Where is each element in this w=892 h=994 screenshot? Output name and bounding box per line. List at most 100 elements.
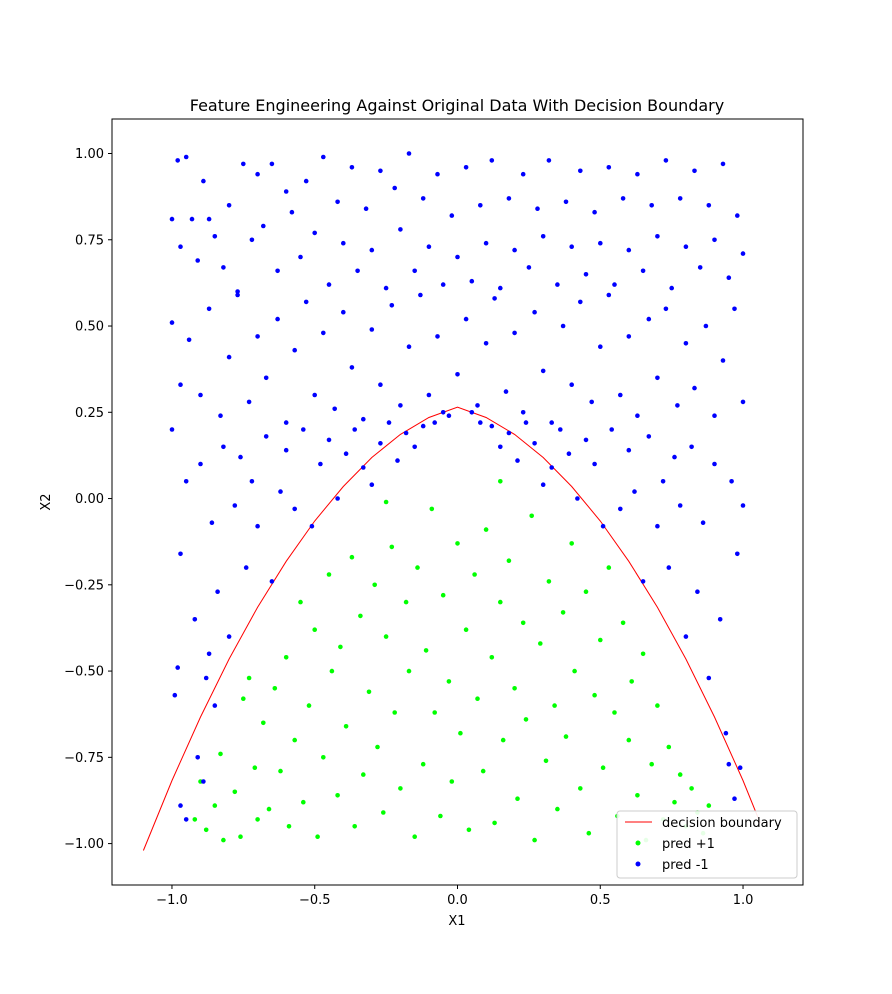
pred-minus-point <box>649 203 654 208</box>
pred-plus-point <box>246 675 252 681</box>
pred-plus-point <box>238 834 243 839</box>
pred-minus-point <box>175 665 180 670</box>
axes-frame <box>111 118 804 886</box>
pred-minus-point <box>198 461 203 467</box>
pred-minus-point <box>526 265 532 270</box>
pred-minus-point <box>206 651 212 657</box>
pred-minus-point <box>469 278 475 284</box>
pred-minus-point <box>569 382 574 388</box>
pred-minus-point <box>463 316 469 322</box>
pred-minus-point <box>635 413 640 419</box>
pred-minus-point <box>717 617 723 622</box>
legend-label-decision-boundary: decision boundary <box>662 816 782 831</box>
pred-minus-point <box>740 251 746 256</box>
pred-plus-point <box>306 703 312 708</box>
chart-title: Feature Engineering Against Original Dat… <box>190 96 724 115</box>
pred-minus-point <box>212 234 218 239</box>
pred-minus-point <box>626 247 632 253</box>
decision-boundary-line <box>142 406 761 851</box>
pred-minus-point <box>512 247 517 253</box>
pred-minus-point <box>218 413 223 419</box>
pred-minus-point <box>489 423 495 429</box>
pred-plus-point <box>315 834 320 839</box>
pred-plus-point <box>655 703 660 708</box>
pred-plus-point <box>606 565 612 570</box>
pred-plus-point <box>689 786 694 791</box>
pred-plus-point <box>301 799 306 805</box>
pred-minus-point <box>198 392 203 398</box>
pred-minus-point <box>697 265 703 270</box>
pred-minus-point <box>226 354 232 360</box>
pred-minus-point <box>435 334 440 339</box>
pred-minus-point <box>606 165 612 170</box>
pred-minus-point <box>386 420 392 425</box>
pred-minus-point <box>503 389 509 394</box>
pred-minus-point <box>221 444 226 450</box>
pred-plus-point <box>492 820 497 826</box>
pred-plus-point <box>352 824 358 829</box>
pred-plus-point <box>278 768 283 774</box>
pred-minus-point <box>583 272 589 277</box>
pred-plus-point <box>552 703 557 708</box>
pred-minus-point <box>169 216 175 222</box>
pred-minus-point <box>646 434 652 439</box>
pred-plus-point <box>466 827 472 833</box>
pred-minus-point <box>578 168 583 174</box>
pred-minus-point <box>352 427 358 432</box>
pred-minus-point <box>420 423 426 429</box>
pred-minus-point <box>566 451 572 457</box>
pred-minus-point <box>592 461 597 467</box>
pred-minus-point <box>378 168 383 174</box>
pred-plus-point <box>312 627 318 632</box>
pred-minus-point <box>183 479 189 484</box>
pred-minus-point <box>432 420 438 425</box>
pred-minus-point <box>263 375 269 381</box>
pred-minus-point <box>626 447 632 453</box>
pred-minus-point <box>403 430 409 436</box>
pred-minus-point <box>341 309 346 315</box>
pred-minus-point <box>406 344 412 350</box>
legend-label-pred-minus: pred -1 <box>662 858 709 873</box>
pred-plus-point <box>272 686 278 691</box>
pred-minus-point <box>449 213 455 218</box>
pred-minus-point <box>478 420 483 425</box>
pred-minus-point <box>175 158 180 163</box>
pred-minus-point <box>498 285 503 291</box>
pred-plus-point <box>429 506 435 512</box>
pred-minus-point <box>540 234 546 239</box>
pred-minus-point <box>598 240 603 246</box>
pred-minus-point <box>549 465 554 470</box>
legend-label-pred-plus: pred +1 <box>662 837 715 852</box>
pred-minus-point <box>235 292 240 298</box>
pred-minus-point <box>546 158 552 163</box>
pred-plus-point <box>361 772 366 777</box>
legend-blue-marker <box>635 861 641 867</box>
pred-plus-point <box>349 554 355 560</box>
pred-plus-point <box>389 544 395 550</box>
pred-minus-point <box>535 206 540 211</box>
pred-plus-point <box>626 737 632 743</box>
pred-minus-point <box>703 323 709 329</box>
pred-minus-point <box>740 399 746 405</box>
pred-plus-point <box>406 668 412 674</box>
pred-plus-point <box>372 582 378 588</box>
x-tick-label: 0.0 <box>447 893 468 908</box>
pred-minus-point <box>549 420 554 425</box>
y-axis: −1.00 −0.75 −0.50 −0.25 0.00 0.25 0.50 0.75 1.00 <box>64 147 112 852</box>
pred-plus-point <box>592 692 597 698</box>
pred-minus-point <box>446 413 452 419</box>
pred-minus-point <box>683 634 689 639</box>
pred-minus-point <box>349 165 355 170</box>
pred-plus-point <box>446 679 452 684</box>
pred-plus-point <box>455 541 460 546</box>
pred-minus-point <box>206 306 212 312</box>
pred-minus-point <box>278 489 283 494</box>
pred-minus-point <box>178 382 183 388</box>
pred-minus-point <box>275 268 280 274</box>
pred-minus-point <box>506 196 512 201</box>
pred-minus-point <box>183 154 189 160</box>
pred-minus-point <box>560 323 566 329</box>
pred-plus-point <box>203 827 209 833</box>
pred-plus-point <box>560 610 566 615</box>
